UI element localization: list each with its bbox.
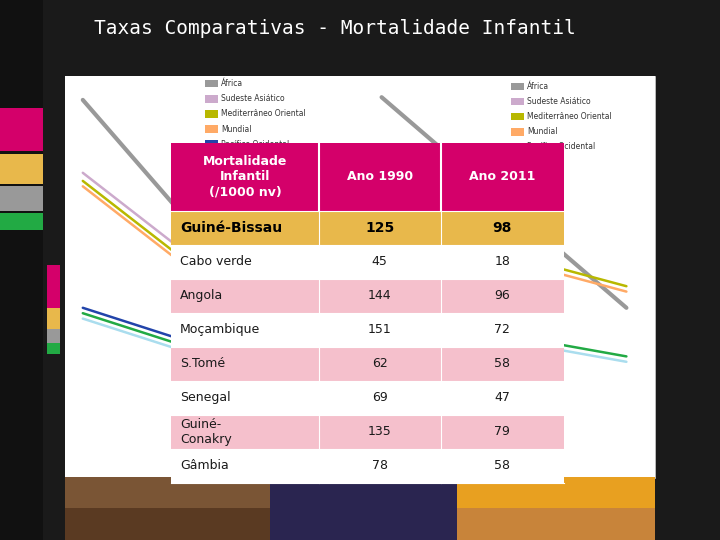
Text: 62: 62 [372, 357, 387, 370]
Bar [205, 156, 218, 163]
Text: Cabo verde: Cabo verde [180, 255, 252, 268]
Text: 18: 18 [495, 255, 510, 268]
Text: África: África [527, 82, 549, 91]
Text: 45: 45 [372, 255, 387, 268]
Text: Pacífico Ocidental: Pacífico Ocidental [221, 140, 289, 149]
Text: 78: 78 [372, 459, 388, 472]
Bar [65, 477, 270, 540]
Bar [457, 477, 655, 540]
Bar [65, 477, 655, 540]
Bar [511, 143, 524, 151]
Bar [65, 76, 655, 478]
Text: Ano 1990: Ano 1990 [346, 170, 413, 184]
Bar [205, 110, 218, 118]
Bar [205, 80, 218, 87]
Bar [47, 265, 60, 308]
Text: 58: 58 [495, 357, 510, 370]
Bar [511, 83, 524, 90]
Bar [511, 173, 524, 181]
Text: Guiné-Bissau: Guiné-Bissau [180, 221, 282, 234]
Text: Gâmbia: Gâmbia [180, 459, 229, 472]
Text: Américas: Américas [527, 158, 562, 166]
Text: Américas: Américas [221, 155, 256, 164]
Bar [65, 76, 356, 478]
Text: Mediterrâneo Oriental: Mediterrâneo Oriental [221, 110, 306, 118]
Bar [171, 245, 564, 279]
Text: 135: 135 [368, 425, 392, 438]
Bar [0, 108, 43, 151]
Text: Senegal: Senegal [180, 391, 230, 404]
Bar [171, 313, 564, 347]
Text: Mediterrâneo Oriental: Mediterrâneo Oriental [527, 112, 612, 121]
Bar [0, 213, 43, 230]
Text: 96: 96 [495, 289, 510, 302]
Text: Mundial: Mundial [527, 127, 557, 136]
Text: Europa: Europa [527, 173, 554, 181]
Bar [171, 381, 564, 415]
Text: Sudeste Asiático: Sudeste Asiático [527, 97, 590, 106]
Bar [205, 125, 218, 133]
Text: Guiné-
Conakry: Guiné- Conakry [180, 418, 232, 446]
Bar [205, 171, 218, 178]
Bar [205, 95, 218, 103]
Text: 47: 47 [495, 391, 510, 404]
Text: 151: 151 [368, 323, 392, 336]
Bar [511, 98, 524, 105]
Bar [171, 211, 564, 245]
Text: Ano 2011: Ano 2011 [469, 170, 536, 184]
Text: Taxas Comparativas - Mortalidade Infantil: Taxas Comparativas - Mortalidade Infanti… [94, 19, 575, 38]
Text: S.Tomé: S.Tomé [180, 357, 225, 370]
Bar [171, 449, 564, 483]
Text: Mortalidade
Infantil
(/1000 nv): Mortalidade Infantil (/1000 nv) [203, 155, 287, 199]
Text: 72: 72 [495, 323, 510, 336]
Bar [457, 477, 655, 508]
Bar [356, 76, 655, 478]
Text: 58: 58 [495, 459, 510, 472]
Text: 79: 79 [495, 425, 510, 438]
Bar [511, 128, 524, 136]
Bar [171, 143, 564, 211]
Bar [47, 329, 60, 343]
Text: Pacífico Ocidental: Pacífico Ocidental [527, 143, 595, 151]
Text: África: África [221, 79, 243, 88]
Text: 125: 125 [365, 221, 395, 234]
Text: 144: 144 [368, 289, 392, 302]
Text: Angola: Angola [180, 289, 223, 302]
Bar [65, 508, 270, 540]
Bar [0, 0, 43, 540]
Text: Europa: Europa [221, 170, 248, 179]
Text: 69: 69 [372, 391, 387, 404]
Bar [171, 415, 564, 449]
Bar [171, 279, 564, 313]
Bar [47, 343, 60, 354]
Bar [171, 347, 564, 381]
Bar [205, 140, 218, 148]
Bar [47, 308, 60, 329]
Text: Mundial: Mundial [221, 125, 251, 133]
Bar [0, 154, 43, 184]
Text: 98: 98 [492, 221, 512, 234]
Bar [0, 186, 43, 211]
Bar [511, 113, 524, 120]
Text: Moçambique: Moçambique [180, 323, 260, 336]
Text: Sudeste Asiático: Sudeste Asiático [221, 94, 284, 103]
Bar [511, 158, 524, 166]
